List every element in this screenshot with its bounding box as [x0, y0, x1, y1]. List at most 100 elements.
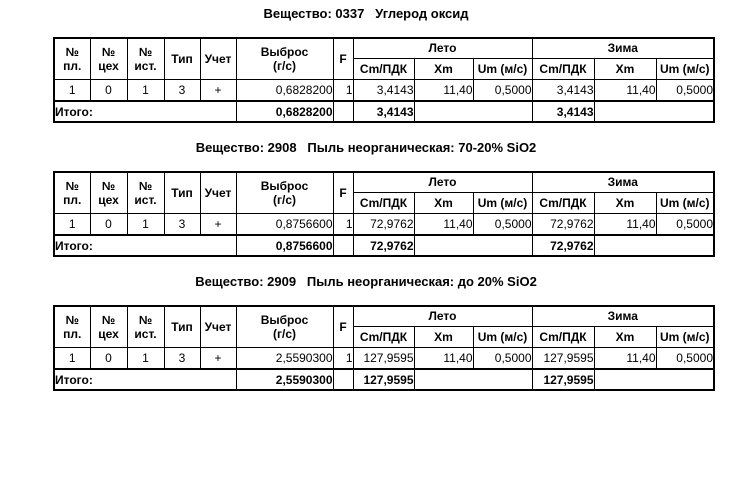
cell-leto-xm: 11,40 [413, 346, 474, 370]
substance-title: Вещество: 2909 Пыль неорганическая: до 2… [195, 274, 537, 289]
col-header-no-ist: № ист. [126, 171, 165, 214]
cell-zima-cm-pdk: 72,9762 [531, 212, 595, 236]
cell-total-vybros: 2,5590300 [235, 368, 334, 391]
col-header-zima-xm: Xm [593, 325, 657, 348]
emission-table: № пл. № цех № ист. Тип Учет Выброс (г/с)… [53, 171, 715, 257]
cell-vybros: 2,5590300 [235, 346, 334, 370]
col-header-vybros: Выброс (г/с) [235, 305, 334, 348]
cell-uchet: + [199, 346, 237, 370]
col-header-no-ist: № ист. [126, 37, 165, 80]
cell-total-f-empty [332, 234, 354, 257]
col-header-zima-cm-pdk: Cm/ПДК [531, 191, 595, 214]
col-header-no-pl: № пл. [53, 305, 91, 348]
col-header-f: F [332, 171, 354, 214]
cell-total-vybros: 0,6828200 [235, 100, 334, 123]
cell-total-zima-empty [593, 234, 715, 257]
cell-zima-xm: 11,40 [593, 346, 657, 370]
col-group-leto: Лето [352, 305, 533, 327]
total-row: Итого: 0,6828200 3,4143 3,4143 [53, 100, 715, 123]
col-header-leto-xm: Xm [413, 325, 474, 348]
col-header-no-ceh: № цех [89, 37, 128, 80]
cell-total-label: Итого: [53, 368, 237, 391]
col-header-zima-xm: Xm [593, 191, 657, 214]
col-header-zima-xm: Xm [593, 57, 657, 80]
cell-total-leto-empty [413, 234, 533, 257]
emission-table: № пл. № цех № ист. Тип Учет Выброс (г/с)… [53, 37, 715, 123]
total-row: Итого: 2,5590300 127,9595 127,9595 [53, 368, 715, 391]
cell-total-label: Итого: [53, 234, 237, 257]
col-header-tip: Тип [163, 37, 201, 80]
col-header-vybros: Выброс (г/с) [235, 37, 334, 80]
cell-tip: 3 [163, 212, 201, 236]
table-row: 1 0 1 3 + 0,8756600 1 72,9762 11,40 0,50… [53, 212, 715, 236]
cell-leto-um: 0,5000 [472, 346, 533, 370]
col-group-leto: Лето [352, 171, 533, 193]
cell-total-label: Итого: [53, 100, 237, 123]
col-header-leto-cm-pdk: Cm/ПДК [352, 191, 415, 214]
cell-no-ist: 1 [126, 78, 165, 102]
cell-total-zima-cm-pdk: 72,9762 [531, 234, 595, 257]
cell-total-leto-cm-pdk: 3,4143 [352, 100, 415, 123]
cell-no-ist: 1 [126, 346, 165, 370]
col-group-zima: Зима [531, 37, 715, 59]
col-group-leto: Лето [352, 37, 533, 59]
col-header-leto-xm: Xm [413, 57, 474, 80]
col-header-zima-cm-pdk: Cm/ПДК [531, 57, 595, 80]
col-header-no-ist: № ист. [126, 305, 165, 348]
col-header-tip: Тип [163, 305, 201, 348]
col-header-zima-um: Um (м/с) [655, 325, 715, 348]
col-group-zima: Зима [531, 171, 715, 193]
cell-total-zima-empty [593, 368, 715, 391]
cell-total-zima-empty [593, 100, 715, 123]
col-header-uchet: Учет [199, 305, 237, 348]
cell-zima-xm: 11,40 [593, 212, 657, 236]
col-header-leto-cm-pdk: Cm/ПДК [352, 325, 415, 348]
cell-no-ceh: 0 [89, 212, 128, 236]
cell-zima-um: 0,5000 [655, 346, 715, 370]
substance-title: Вещество: 2908 Пыль неорганическая: 70-2… [195, 140, 537, 155]
cell-leto-cm-pdk: 127,9595 [352, 346, 415, 370]
cell-uchet: + [199, 212, 237, 236]
substance-section-2909: Вещество: 2909 Пыль неорганическая: до 2… [0, 274, 732, 391]
cell-total-zima-cm-pdk: 3,4143 [531, 100, 595, 123]
cell-vybros: 0,6828200 [235, 78, 334, 102]
cell-no-ist: 1 [126, 212, 165, 236]
col-header-leto-um: Um (м/с) [472, 325, 533, 348]
cell-total-vybros: 0,8756600 [235, 234, 334, 257]
cell-leto-xm: 11,40 [413, 78, 474, 102]
cell-no-pl: 1 [53, 212, 91, 236]
col-header-tip: Тип [163, 171, 201, 214]
cell-vybros: 0,8756600 [235, 212, 334, 236]
cell-zima-xm: 11,40 [593, 78, 657, 102]
total-row: Итого: 0,8756600 72,9762 72,9762 [53, 234, 715, 257]
cell-no-ceh: 0 [89, 78, 128, 102]
cell-leto-um: 0,5000 [472, 78, 533, 102]
cell-total-leto-empty [413, 100, 533, 123]
cell-leto-cm-pdk: 72,9762 [352, 212, 415, 236]
cell-tip: 3 [163, 346, 201, 370]
cell-no-ceh: 0 [89, 346, 128, 370]
col-header-leto-xm: Xm [413, 191, 474, 214]
cell-total-leto-cm-pdk: 72,9762 [352, 234, 415, 257]
cell-tip: 3 [163, 78, 201, 102]
cell-total-leto-empty [413, 368, 533, 391]
cell-zima-um: 0,5000 [655, 212, 715, 236]
col-header-uchet: Учет [199, 171, 237, 214]
col-header-uchet: Учет [199, 37, 237, 80]
cell-uchet: + [199, 78, 237, 102]
col-header-no-ceh: № цех [89, 305, 128, 348]
col-header-no-ceh: № цех [89, 171, 128, 214]
substance-section-0337: Вещество: 0337 Углерод оксид № пл. № цех… [0, 6, 732, 123]
col-header-f: F [332, 37, 354, 80]
col-header-no-pl: № пл. [53, 171, 91, 214]
cell-f: 1 [332, 212, 354, 236]
col-header-no-pl: № пл. [53, 37, 91, 80]
cell-zima-cm-pdk: 127,9595 [531, 346, 595, 370]
col-header-zima-cm-pdk: Cm/ПДК [531, 325, 595, 348]
col-header-vybros: Выброс (г/с) [235, 171, 334, 214]
cell-leto-cm-pdk: 3,4143 [352, 78, 415, 102]
cell-leto-xm: 11,40 [413, 212, 474, 236]
cell-total-f-empty [332, 100, 354, 123]
col-header-leto-cm-pdk: Cm/ПДК [352, 57, 415, 80]
cell-no-pl: 1 [53, 346, 91, 370]
